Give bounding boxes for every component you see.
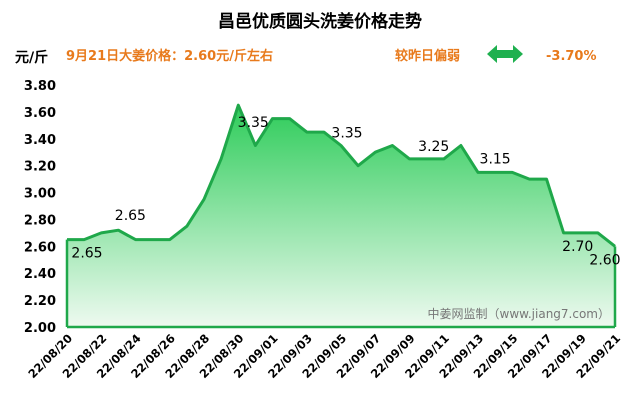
- compare-label: 较昨日偏弱: [395, 48, 460, 64]
- y-tick-label: 2.80: [24, 213, 56, 228]
- data-label: 2.60: [589, 252, 620, 268]
- change-percent: -3.70%: [546, 49, 597, 64]
- x-axis: 22/08/2022/08/2222/08/2422/08/2622/08/28…: [25, 331, 623, 381]
- price-area: [67, 105, 615, 327]
- data-label: 2.65: [115, 208, 146, 224]
- price-info: 9月21日大姜价格：2.60元/斤左右: [66, 48, 273, 64]
- y-tick-label: 2.60: [24, 240, 56, 255]
- data-label: 2.70: [562, 239, 593, 255]
- chart-title: 昌邑优质圆头洗姜价格走势: [218, 11, 422, 32]
- y-tick-label: 3.20: [24, 160, 56, 175]
- plot-area: [65, 103, 617, 329]
- data-label: 3.35: [331, 126, 362, 142]
- double-arrow-icon: [487, 45, 523, 63]
- y-tick-label: 2.00: [24, 321, 56, 336]
- y-tick-label: 3.80: [24, 79, 56, 94]
- data-label: 2.65: [71, 246, 102, 262]
- y-tick-label: 3.00: [24, 187, 56, 202]
- y-tick-label: 2.20: [24, 294, 56, 309]
- data-label: 3.15: [480, 151, 511, 167]
- data-label: 3.35: [238, 115, 269, 131]
- data-labels: 2.65 2.65 3.35 3.35 3.25 3.15 2.702.60: [71, 115, 620, 268]
- data-label: 3.25: [418, 139, 449, 155]
- y-tick-label: 2.40: [24, 267, 56, 282]
- y-tick-label: 3.40: [24, 133, 56, 148]
- y-axis-unit: 元/斤: [15, 49, 48, 66]
- y-axis: 2.00 2.20 2.40 2.60 2.80 3.00 3.20 3.40 3.60 3.80: [24, 79, 56, 336]
- y-tick-label: 3.60: [24, 106, 56, 121]
- price-line: [67, 103, 616, 248]
- watermark: 中姜网监制（www.jiang7.com）: [428, 306, 610, 321]
